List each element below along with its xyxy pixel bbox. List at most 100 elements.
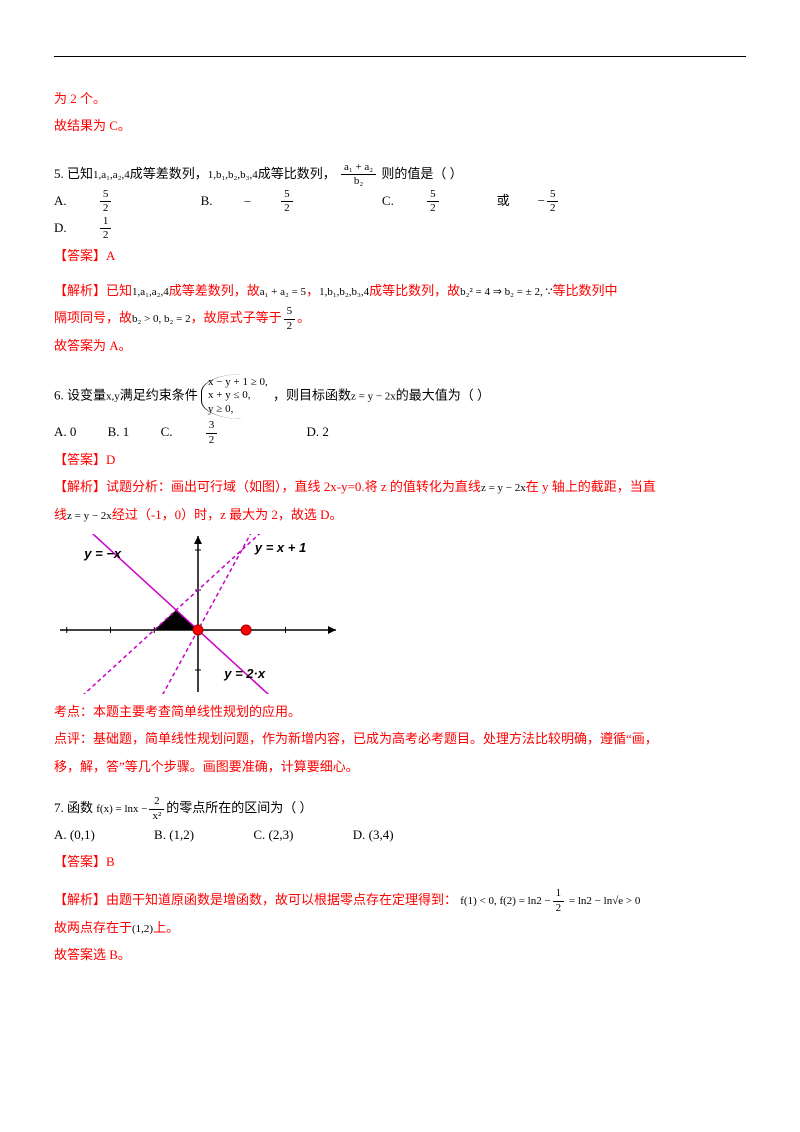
q5-opt-b: B. −52 [201,188,351,215]
q7-opt-c: C. (2,3) [253,822,321,848]
q5-stem-e: 成等比数列， [258,166,336,181]
q7-opt-a-label: A. (0,1) [54,822,95,848]
q5-opt-d-label: D. [54,215,67,241]
q5-c-tail: 或 [497,188,510,214]
q5-ex2-c: ，故原式子等于 [191,310,282,325]
q6-ex-2: 线z = y − 2x经过（-1，0）时，z 最大为 2，故选 D。 [54,501,746,528]
svg-text:y = 2·x: y = 2·x [223,666,266,681]
q6-opt-a: A. 0 [54,419,76,445]
q6-c-den: 2 [206,434,218,447]
q5-frac-num: a₁ + a₂ [341,162,376,176]
q6-plot-svg: y = −xy = x + 1y = 2·x [58,534,338,694]
page: 为 2 个。 故结果为 C。 5. 已知1,a₁,a₂,4成等差数列，1,b₁,… [0,0,800,1132]
q5-ans: 【答案】A [54,242,746,269]
q6-plot: y = −xy = x + 1y = 2·x [58,534,338,694]
q6-rv-1: 点评：基础题，简单线性规划问题，作为新增内容，已成为高考必考题目。处理方法比较明… [54,725,746,752]
q5-ex1-c: 成等差数列，故 [169,283,260,298]
q6-ex-1: 【解析】试题分析：画出可行域（如图），直线 2x-y=0.将 z 的值转化为直线… [54,473,746,500]
top-rule [54,56,746,57]
q5-ex2-e: 。 [297,310,310,325]
q7-ex1-num: 1 [553,888,565,902]
q7-func-num: 2 [149,796,164,810]
q5-ex2-den: 2 [284,320,296,333]
q5-opts: A. 52 B. −52 C. 52 或 −52 D. 12 [54,188,746,242]
q6-opt-c: C. 32 [161,419,276,446]
q7-opt-a: A. (0,1) [54,822,123,848]
q5-stem-a: 5. 已知 [54,166,93,181]
q7-opt-d: D. (3,4) [353,822,422,848]
q6-opt-c-label: C. [161,419,173,445]
q6-stem-a: 6. 设变量 [54,387,106,402]
q6-ex2-c: 经过（-1，0）时，z 最大为 2，故选 D。 [112,507,343,522]
q5-opt-d: D. 12 [54,215,169,242]
q5-stem: 5. 已知1,a₁,a₂,4成等差数列，1,b₁,b₂,b₃,4成等比数列， a… [54,160,746,188]
q5-ex-1: 【解析】已知1,a₁,a₂,4成等差数列，故a₁ + a₂ = 5，1,b₁,b… [54,277,746,304]
q5-c-num1: 5 [427,189,439,203]
q5-ex1-f: 1,b₁,b₂,b₃,4 [319,286,369,298]
q5-a-num: 5 [100,189,112,203]
q7-ex1-b: f(1) < 0, f(2) = ln2 − [460,895,550,907]
q5-ex1-a: 【解析】已知 [54,283,132,298]
q6-rv-2: 移，解，答”等几个步骤。画图要准确，计算要细心。 [54,753,746,780]
q5-opt-c: C. 52 或 −52 [382,188,617,215]
q5-stem-d: 1,b₁,b₂,b₃,4 [208,169,258,181]
q7-ex-2: 故两点存在于(1,2)上。 [54,914,746,941]
q7-ex1-den: 2 [553,902,565,915]
q6-sys1: x − y + 1 ≥ 0, [208,376,268,390]
q5-d-den: 2 [100,229,112,242]
q6-sys2: x + y ≤ 0, [208,389,268,403]
q5-ex2-b: b₂ > 0, b₂ = 2 [132,313,191,325]
q5-ex2-num: 5 [284,306,296,320]
q5-ex2-a: 隔项同号，故 [54,310,132,325]
q7-opt-c-label: C. (2,3) [253,822,293,848]
q5-b-num: 5 [281,189,293,203]
q7-ex2-b: (1,2) [132,923,153,935]
q5-stem-c: 成等差数列， [130,166,208,181]
q5-opt-b-label: B. [201,188,213,214]
q6-ex1-a: 【解析】试题分析：画出可行域（如图），直线 2x-y=0.将 z 的值转化为直线 [54,479,481,494]
q6-stem-c: 满足约束条件 [120,387,198,402]
q5-opt-c-label: C. [382,188,394,214]
q6-ex2-a: 线 [54,507,67,522]
q7-func-den: x² [149,810,164,823]
svg-text:y = −x: y = −x [83,546,122,561]
q7-opt-d-label: D. (3,4) [353,822,394,848]
q6-sys3: y ≥ 0, [208,403,268,417]
q6-stem-f: 的最大值为（ ） [396,387,490,402]
q5-frac-den: b₂ [341,175,376,188]
q6-stem-d: ，则目标函数 [273,387,351,402]
q7-ans: 【答案】B [54,848,746,875]
q5-ex1-b: 1,a₁,a₂,4 [132,286,169,298]
q7-ex-1: 【解析】由题干知道原函数是增函数，故可以根据零点存在定理得到： f(1) < 0… [54,886,746,915]
q5-ex1-h: b₂² = 4 ⇒ b₂ = ± 2, ∵ [460,286,552,298]
q5-opt-a: A. 52 [54,188,169,215]
q5-stem-frac: a₁ + a₂ b₂ [339,162,378,188]
q6-stem-b: x,y [106,390,120,402]
q5-ex-2: 隔项同号，故b₂ > 0, b₂ = 2，故原式子等于52。 [54,304,746,332]
cont-line-1: 为 2 个。 [54,85,746,112]
q6-opt-d: D. 2 [306,419,328,445]
q6-opts: A. 0 B. 1 C. 32 D. 2 [54,419,746,446]
q6-stem: 6. 设变量x,y满足约束条件 x − y + 1 ≥ 0, x + y ≤ 0… [54,374,746,419]
q5-opt-a-label: A. [54,188,67,214]
q7-opts: A. (0,1) B. (1,2) C. (2,3) D. (3,4) [54,822,746,848]
q6-c-num: 3 [206,420,218,434]
q6-ex1-c: 在 y 轴上的截距，当直 [526,479,656,494]
q5-stem-f: 则的值是（ ） [378,166,463,181]
q7-stem: 7. 函数 f(x) = lnx −2x²的零点所在的区间为（ ） [54,794,746,823]
q7-opt-b: B. (1,2) [154,822,222,848]
q5-c-den2: 2 [547,202,559,215]
q5-b-den: 2 [281,202,293,215]
q6-ex2-b: z = y − 2x [67,510,112,522]
q7-ex-3: 故答案选 B。 [54,941,746,968]
q7-ex1-a: 【解析】由题干知道原函数是增函数，故可以根据零点存在定理得到： [54,892,457,907]
q7-stem-a: 7. 函数 [54,800,93,815]
q7-func: f(x) = lnx − [96,803,147,815]
q7-opt-b-label: B. (1,2) [154,822,194,848]
q5-ex1-i: 等比数列中 [553,283,618,298]
q6-system: x − y + 1 ≥ 0, x + y ≤ 0, y ≥ 0, [201,374,270,419]
q6-ex1-b: z = y − 2x [481,482,526,494]
cont-line-2: 故结果为 C。 [54,112,746,139]
q5-stem-b: 1,a₁,a₂,4 [93,169,130,181]
q7-ex1-c: = ln2 − ln√e > 0 [566,895,640,907]
